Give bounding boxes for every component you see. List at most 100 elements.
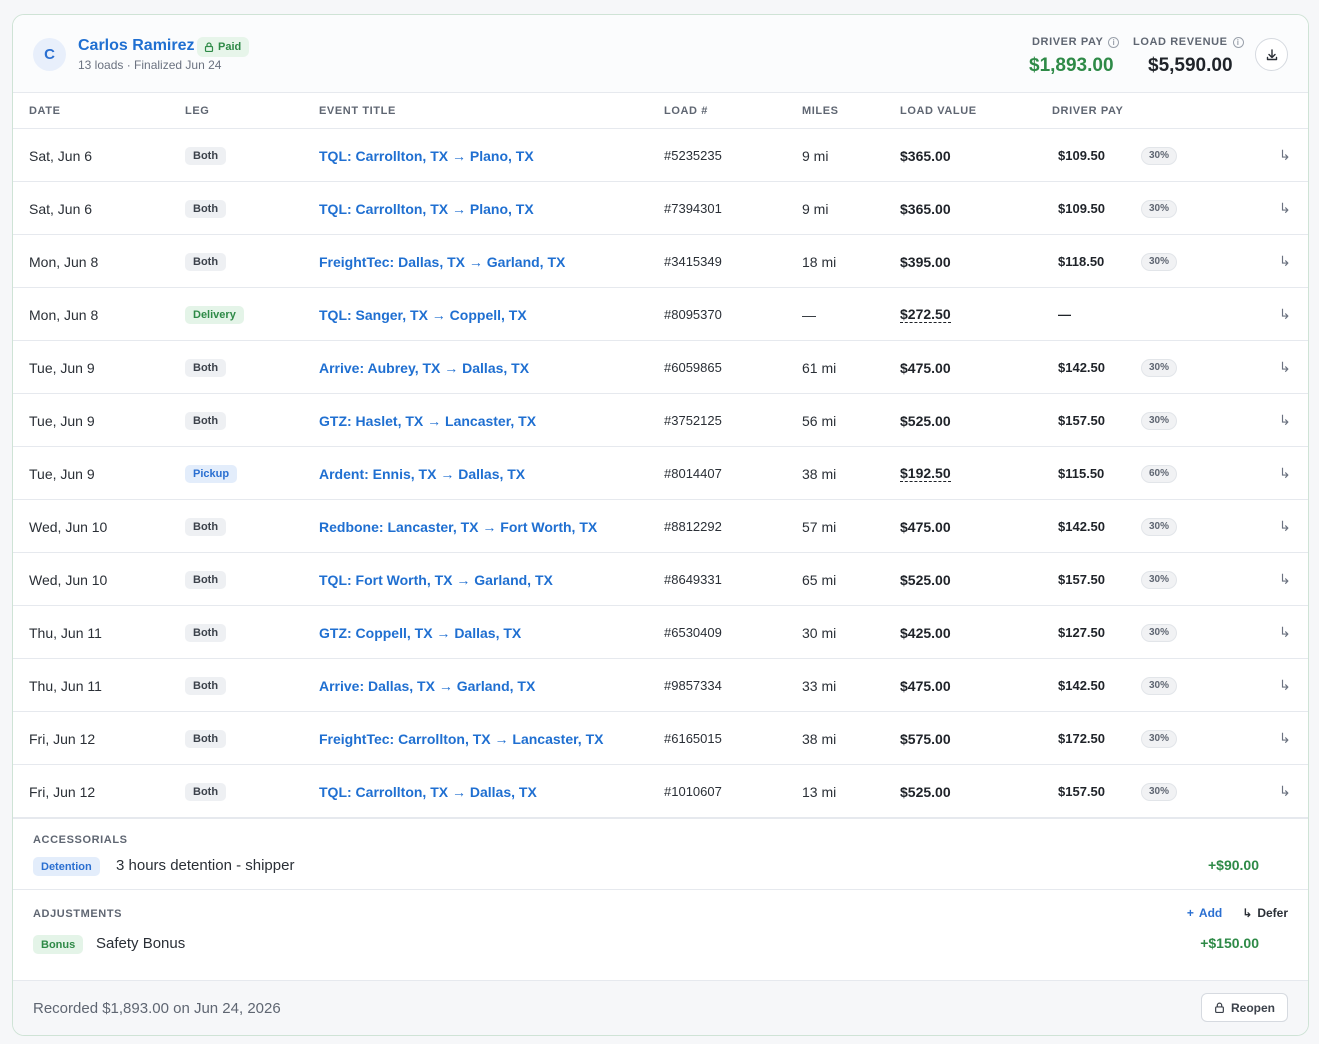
reopen-label: Reopen xyxy=(1230,1000,1275,1015)
table-row[interactable]: Mon, Jun 8 Both FreightTec: Dallas, TX → G… xyxy=(13,235,1308,288)
load-value-amount: $475.00 xyxy=(900,359,951,376)
table-row[interactable]: Sat, Jun 6 Both TQL: Carrollton, TX → Plan… xyxy=(13,129,1308,182)
row-date: Mon, Jun 8 xyxy=(29,253,99,270)
corner-arrow-icon[interactable]: ↳ xyxy=(1279,783,1291,799)
adjustment-amount: +$150.00 xyxy=(1200,935,1259,951)
load-revenue-label-text: LOAD REVENUE xyxy=(1133,36,1228,48)
row-driver-pay: — xyxy=(1058,307,1071,322)
column-header-date[interactable]: DATE xyxy=(29,105,61,117)
event-title-link[interactable]: FreightTec: Carrollton, TX → Lancaster, … xyxy=(319,730,604,747)
corner-arrow-icon[interactable]: ↳ xyxy=(1279,200,1291,216)
table-row[interactable]: Mon, Jun 8 Delivery TQL: Sanger, TX → Copp… xyxy=(13,288,1308,341)
corner-arrow-icon[interactable]: ↳ xyxy=(1279,253,1291,269)
settlement-card: C Carlos Ramirez Paid 13 loads · Finaliz… xyxy=(12,14,1309,1036)
row-miles: 38 mi xyxy=(802,465,837,482)
table-row[interactable]: Fri, Jun 12 Both FreightTec: Carrollton, T… xyxy=(13,712,1308,765)
row-driver-pay: $127.50 xyxy=(1058,625,1105,640)
driver-pay-label: DRIVER PAY i xyxy=(1032,36,1120,48)
table-row[interactable]: Tue, Jun 9 Both Arrive: Aubrey, TX → Dalla… xyxy=(13,341,1308,394)
corner-arrow-icon[interactable]: ↳ xyxy=(1279,677,1291,693)
row-load-value: $575.00 xyxy=(900,712,951,765)
pay-percent-badge: 30% xyxy=(1141,411,1178,430)
table-row[interactable]: Fri, Jun 12 Both TQL: Carrollton, TX → Dal… xyxy=(13,765,1308,818)
pay-percent-badge: 30% xyxy=(1141,517,1178,536)
event-title-link[interactable]: GTZ: Coppell, TX → Dallas, TX xyxy=(319,624,522,641)
leg-badge: Both xyxy=(185,146,227,165)
table-row[interactable]: Tue, Jun 9 Both GTZ: Haslet, TX → Lancaste… xyxy=(13,394,1308,447)
row-driver-pay: $142.50 xyxy=(1058,519,1105,534)
event-title-link[interactable]: TQL: Carrollton, TX → Dallas, TX xyxy=(319,783,537,800)
corner-arrow-icon[interactable]: ↳ xyxy=(1279,571,1291,587)
event-title-link[interactable]: TQL: Carrollton, TX → Plano, TX xyxy=(319,147,534,164)
corner-arrow-icon[interactable]: ↳ xyxy=(1279,518,1291,534)
table-row[interactable]: Thu, Jun 11 Both GTZ: Coppell, TX → Dallas… xyxy=(13,606,1308,659)
event-title-link[interactable]: TQL: Fort Worth, TX → Garland, TX xyxy=(319,571,553,588)
driver-name-link[interactable]: Carlos Ramirez xyxy=(78,37,195,54)
plus-icon: + xyxy=(1186,906,1194,920)
row-load-value: $272.50 xyxy=(900,288,951,341)
load-value-amount[interactable]: $192.50 xyxy=(900,465,951,482)
row-leg: Both xyxy=(185,765,227,818)
leg-badge: Both xyxy=(185,676,227,695)
corner-arrow-icon[interactable]: ↳ xyxy=(1279,465,1291,481)
load-number: #8649331 xyxy=(664,572,722,587)
corner-arrow-icon[interactable]: ↳ xyxy=(1279,624,1291,640)
event-title-link[interactable]: TQL: Sanger, TX → Coppell, TX xyxy=(319,306,527,323)
column-header-load-value[interactable]: LOAD VALUE xyxy=(900,105,977,117)
row-pay-percent: 30% xyxy=(1141,712,1178,765)
corner-arrow-icon[interactable]: ↳ xyxy=(1279,147,1291,163)
row-date: Wed, Jun 10 xyxy=(29,518,108,535)
column-header-driver-pay[interactable]: DRIVER PAY xyxy=(1052,105,1124,117)
table-row[interactable]: Sat, Jun 6 Both TQL: Carrollton, TX → Plan… xyxy=(13,182,1308,235)
table-row[interactable]: Wed, Jun 10 Both Redbone: Lancaster, TX → … xyxy=(13,500,1308,553)
event-title-link[interactable]: FreightTec: Dallas, TX → Garland, TX xyxy=(319,253,566,270)
add-adjustment-button[interactable]: + Add xyxy=(1187,906,1222,920)
event-title-link[interactable]: Redbone: Lancaster, TX → Fort Worth, TX xyxy=(319,518,598,535)
event-title-link[interactable]: Ardent: Ennis, TX → Dallas, TX xyxy=(319,465,526,482)
event-title-link[interactable]: TQL: Carrollton, TX → Plano, TX xyxy=(319,200,534,217)
lock-icon xyxy=(204,42,214,52)
row-pay-percent: 30% xyxy=(1141,235,1178,288)
event-title-link[interactable]: GTZ: Haslet, TX → Lancaster, TX xyxy=(319,412,537,429)
corner-arrow-icon[interactable]: ↳ xyxy=(1279,730,1291,746)
download-button[interactable] xyxy=(1255,38,1288,71)
load-value-amount: $365.00 xyxy=(900,200,951,217)
load-value-amount: $575.00 xyxy=(900,730,951,747)
row-driver-pay: $115.50 xyxy=(1058,466,1105,481)
load-value-amount: $525.00 xyxy=(900,571,951,588)
pay-percent-badge: 30% xyxy=(1141,729,1178,748)
corner-arrow-icon[interactable]: ↳ xyxy=(1279,306,1291,322)
info-icon[interactable]: i xyxy=(1108,36,1120,48)
column-header-miles[interactable]: MILES xyxy=(802,105,839,117)
row-pay-percent: 30% xyxy=(1141,765,1178,818)
load-value-amount[interactable]: $272.50 xyxy=(900,306,951,323)
adjustments-section: ADJUSTMENTS + Add ↳ Defer Bonus Safety B… xyxy=(13,889,1308,981)
row-date: Thu, Jun 11 xyxy=(29,677,102,694)
row-leg: Both xyxy=(185,394,227,447)
row-date: Tue, Jun 9 xyxy=(29,412,95,429)
row-driver-pay: $157.50 xyxy=(1058,784,1105,799)
table-row[interactable]: Tue, Jun 9 Pickup Ardent: Ennis, TX → Dall… xyxy=(13,447,1308,500)
info-icon[interactable]: i xyxy=(1232,36,1244,48)
pay-percent-badge: 60% xyxy=(1141,464,1178,483)
row-pay-percent: 60% xyxy=(1141,447,1178,500)
table-row[interactable]: Wed, Jun 10 Both TQL: Fort Worth, TX → Gar… xyxy=(13,553,1308,606)
defer-button[interactable]: ↳ Defer xyxy=(1242,906,1288,920)
table-row[interactable]: Thu, Jun 11 Both Arrive: Dallas, TX → Garl… xyxy=(13,659,1308,712)
row-load-value: $525.00 xyxy=(900,394,951,447)
corner-arrow-icon[interactable]: ↳ xyxy=(1279,412,1291,428)
row-driver-pay: $109.50 xyxy=(1058,201,1105,216)
column-header-leg[interactable]: LEG xyxy=(185,105,210,117)
pay-percent-badge: 30% xyxy=(1141,676,1178,695)
event-title-link[interactable]: Arrive: Aubrey, TX → Dallas, TX xyxy=(319,359,530,376)
column-header-event-title[interactable]: EVENT TITLE xyxy=(319,105,396,117)
settlement-footer: Recorded $1,893.00 on Jun 24, 2026 Reope… xyxy=(13,980,1308,1035)
adjustments-heading: ADJUSTMENTS xyxy=(33,908,123,920)
reopen-button[interactable]: Reopen xyxy=(1200,993,1288,1022)
column-header-load-number[interactable]: LOAD # xyxy=(664,105,708,117)
event-title-link[interactable]: Arrive: Dallas, TX → Garland, TX xyxy=(319,677,536,694)
row-miles: 9 mi xyxy=(802,200,829,217)
leg-badge: Both xyxy=(185,570,227,589)
load-number: #8014407 xyxy=(664,466,722,481)
corner-arrow-icon[interactable]: ↳ xyxy=(1279,359,1291,375)
